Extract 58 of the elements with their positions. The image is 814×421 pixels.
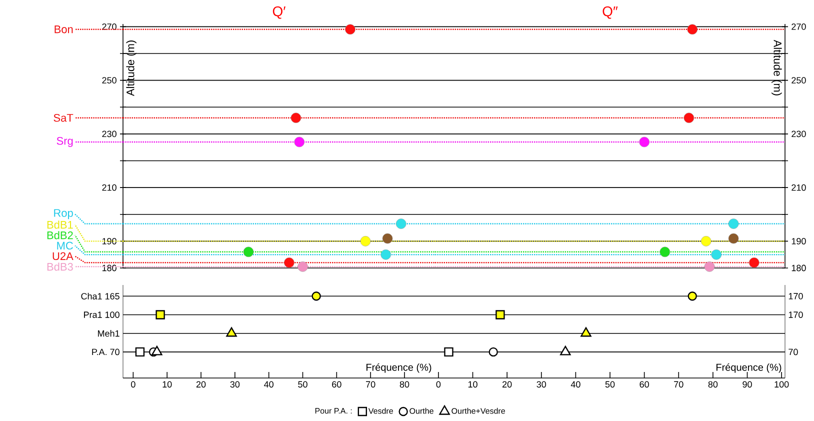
legend-label: Rop <box>54 209 73 220</box>
x-tick-label: 30 <box>230 381 240 388</box>
legend-title: Pour P.A. : <box>315 408 352 414</box>
y-tick-label: P.A. 70 <box>92 348 120 356</box>
x-tick-label: 90 <box>742 381 752 388</box>
chart-title: Q′ <box>272 6 286 19</box>
x-tick-label: 20 <box>196 381 206 388</box>
x-tick-label: 40 <box>570 381 580 388</box>
x-tick-label: 50 <box>298 381 308 388</box>
ref-line-label: BdB1 <box>47 220 73 229</box>
ref-line-label: SaT <box>54 114 74 122</box>
ref-line-label: Srg <box>56 137 73 147</box>
ref-line-label: BdB2 <box>47 231 73 240</box>
chart-title: Q″ <box>602 6 618 19</box>
y-axis-title: Altitude (m) <box>126 40 136 96</box>
y-tick-label: 250 <box>102 77 116 84</box>
x-axis-title: Fréquence (%) <box>366 363 432 373</box>
legend-label: Ourthe <box>410 408 434 414</box>
y-tick-label: 170 <box>788 292 803 300</box>
x-tick-label: 10 <box>468 381 478 388</box>
legend-label: Vesdre <box>368 408 393 414</box>
x-tick-label: 80 <box>708 381 718 388</box>
x-tick-label: 10 <box>162 381 172 388</box>
y-tick-label: 190 <box>102 238 116 244</box>
y-tick-label: Meh1 <box>98 330 120 337</box>
y-tick-label: 250 <box>792 77 806 84</box>
x-axis-title: Fréquence (%) <box>716 363 782 373</box>
y-tick-label: 180 <box>102 264 116 272</box>
legend-label: Ourthe+Vesdre <box>452 408 505 414</box>
ref-line-label: MC <box>57 242 73 250</box>
x-tick-label: 50 <box>605 381 615 388</box>
x-tick-label: 20 <box>502 381 512 388</box>
x-tick-label: 70 <box>366 381 376 388</box>
y-axis-title: Altitude (m) <box>772 40 782 96</box>
y-tick-label: 230 <box>792 130 806 138</box>
y-tick-label: 180 <box>792 264 806 272</box>
y-tick-label: 230 <box>102 130 116 138</box>
y-tick-label: 210 <box>792 184 806 191</box>
ref-line-label: U2A <box>52 252 74 260</box>
x-tick-label: 0 <box>436 381 441 388</box>
y-tick-label: 270 <box>102 23 116 30</box>
x-tick-label: 30 <box>536 381 546 388</box>
x-tick-label: 60 <box>640 381 649 388</box>
ref-line-label: Bon <box>54 26 73 34</box>
x-tick-label: 40 <box>264 381 274 388</box>
y-tick-label: Cha1 165 <box>81 292 120 300</box>
x-tick-label: 0 <box>131 381 136 388</box>
y-tick-label: 70 <box>788 348 798 356</box>
y-tick-label: 210 <box>102 184 116 191</box>
ref-line-label: BdB3 <box>47 262 73 271</box>
x-tick-label: 70 <box>674 381 684 388</box>
y-tick-label: Pra1 100 <box>84 312 120 318</box>
x-tick-label: 80 <box>400 381 410 388</box>
x-tick-label: 60 <box>332 381 342 388</box>
y-tick-label: 170 <box>788 312 803 318</box>
y-tick-label: 270 <box>792 23 806 30</box>
y-tick-label: 190 <box>792 238 806 244</box>
x-tick-label: 100 <box>774 381 789 388</box>
